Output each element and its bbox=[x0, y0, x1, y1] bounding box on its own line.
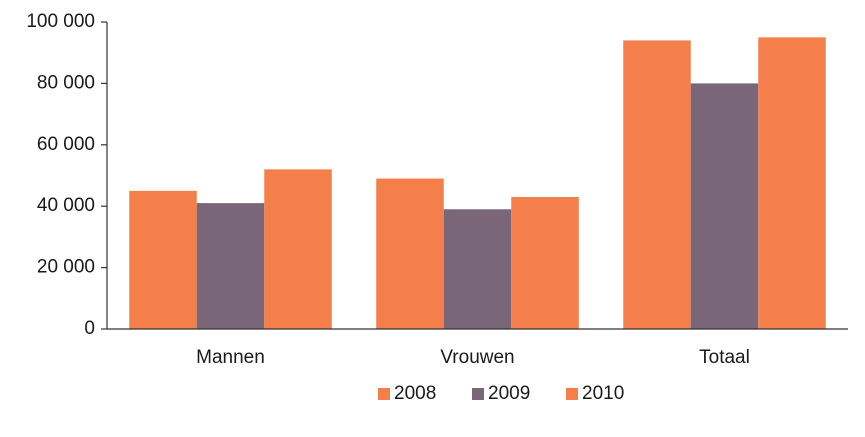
y-tick-label: 40 000 bbox=[37, 195, 95, 216]
bar bbox=[511, 196, 579, 329]
legend-swatch bbox=[566, 388, 578, 400]
bar bbox=[196, 203, 265, 329]
x-tick-label: Mannen bbox=[196, 347, 265, 368]
legend-label: 2010 bbox=[582, 383, 624, 404]
y-tick-label: 60 000 bbox=[37, 134, 95, 155]
y-tick-label: 20 000 bbox=[37, 257, 95, 278]
bar bbox=[443, 209, 512, 329]
y-tick-label: 100 000 bbox=[26, 11, 95, 32]
bar bbox=[129, 190, 197, 329]
legend-swatch bbox=[472, 388, 484, 400]
legend-label: 2008 bbox=[394, 383, 436, 404]
bar bbox=[376, 178, 444, 329]
bar bbox=[264, 169, 332, 329]
legend-swatch bbox=[378, 388, 390, 400]
legend-label: 2009 bbox=[488, 383, 530, 404]
bar bbox=[690, 83, 759, 330]
y-tick-label: 80 000 bbox=[37, 72, 95, 93]
x-tick-label: Totaal bbox=[699, 347, 750, 368]
bar bbox=[758, 37, 826, 329]
y-tick-label: 0 bbox=[84, 318, 95, 339]
bar bbox=[623, 40, 691, 330]
x-tick-label: Vrouwen bbox=[440, 347, 514, 368]
